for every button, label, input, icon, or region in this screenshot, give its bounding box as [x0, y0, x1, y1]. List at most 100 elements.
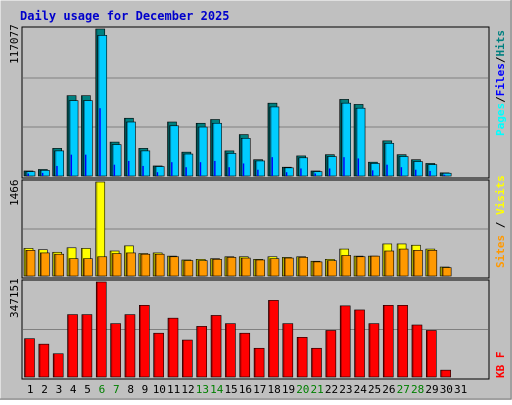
hits-bar-shadow [282, 167, 284, 176]
sites-bar-shadow [284, 258, 286, 276]
kbytes-bar-shadow [354, 309, 357, 377]
files-bar-shadow [327, 156, 329, 176]
visits-bar-shadow [411, 245, 414, 276]
hits-bar-shadow [224, 150, 227, 176]
legend-sites: Sites [494, 235, 507, 268]
files-bar-shadow [226, 153, 229, 176]
files-bar [269, 106, 280, 177]
hits-bar-shadow [368, 162, 370, 176]
kbytes-bar [210, 315, 222, 378]
files-bar [226, 153, 237, 177]
day-label: 6 [99, 383, 106, 396]
kbytes-bar-shadow [124, 314, 127, 377]
day-label: 3 [56, 383, 63, 396]
legend-files: Files [494, 63, 507, 96]
files-bar-shadow [97, 35, 100, 176]
visits-bar-shadow [124, 245, 127, 276]
kbytes-bar-shadow [383, 305, 385, 377]
files-bar-shadow [370, 163, 372, 176]
day-label: 9 [142, 383, 149, 396]
hits-bar-shadow [24, 170, 26, 176]
kbytes-bar [368, 323, 380, 378]
day-label: 12 [181, 383, 194, 396]
kbytes-bar-shadow [325, 330, 328, 377]
hits-bar-shadow [325, 154, 327, 176]
sites-bar-shadow [313, 261, 315, 276]
hits-bar-shadow [397, 154, 399, 176]
sites-bar [40, 252, 50, 277]
kbytes-bar-shadow [340, 305, 342, 377]
files-bar [126, 121, 136, 177]
visitors-panel: 1466 Sites / Visits [8, 175, 507, 279]
hits-bar-shadow [253, 159, 256, 176]
day-label: 8 [127, 383, 134, 396]
sites-bar-shadow [427, 250, 430, 276]
pages-bar [70, 154, 73, 176]
kbytes-bar-shadow [53, 353, 55, 377]
files-bar [283, 167, 294, 177]
files-bar [97, 35, 108, 177]
pages-bar [99, 108, 101, 176]
hits-bar-shadow [110, 142, 112, 176]
pages-bar [343, 157, 345, 176]
files-bar [140, 150, 151, 177]
sites-bar-shadow [140, 254, 143, 276]
day-label: 20 [296, 383, 309, 396]
kbytes-bar [311, 347, 322, 378]
sites-bar [427, 250, 438, 277]
files-bar [212, 122, 222, 177]
kbytes-bar-shadow [297, 337, 299, 377]
files-bar [298, 157, 308, 177]
sites-bar-shadow [126, 252, 129, 276]
kbytes-bar [139, 305, 150, 378]
sites-bar-shadow [413, 250, 416, 276]
kbytes-bar [425, 330, 437, 378]
traffic-legend: Pages/Files/Hits [494, 30, 507, 136]
pages-bar [156, 172, 159, 176]
sites-bar-shadow [112, 253, 114, 276]
day-label: 24 [354, 383, 368, 396]
sites-bar-shadow [399, 249, 401, 276]
hits-bar-shadow [267, 103, 270, 176]
sites-bar [398, 248, 409, 277]
day-label: 14 [210, 383, 224, 396]
pages-bar [443, 174, 446, 176]
kbytes-bar-shadow [426, 330, 428, 377]
files-bar [255, 160, 265, 177]
kbytes-bar [38, 343, 50, 378]
hits-bar-shadow [239, 134, 241, 176]
day-axis-labels: 1 2 3 4 5 6 7 8 9 10 11 12 13 14 15 16 17 18 19 20 21 22 23 24 2… [27, 383, 467, 396]
sites-bar-shadow [442, 267, 444, 276]
visits-bar-shadow [325, 259, 327, 276]
kbytes-bar [182, 339, 193, 378]
hits-bar-shadow [196, 123, 198, 176]
hits-bar-shadow [210, 119, 213, 176]
kbytes-bar [81, 314, 93, 378]
day-label: 30 [440, 383, 453, 396]
hits-bar-shadow [339, 99, 342, 176]
legend-sep-1: / [494, 96, 507, 103]
kbytes-bar-shadow [67, 314, 70, 377]
kbytes-bar [268, 300, 279, 378]
sites-bar-shadow [356, 256, 358, 276]
kbytes-bar [382, 305, 394, 378]
pages-bar [27, 173, 29, 176]
hits-bar-shadow [296, 155, 299, 176]
visits-bar-shadow [24, 248, 26, 276]
sites-bar [298, 257, 308, 277]
sites-bar-shadow [212, 259, 215, 276]
kbytes-bar-shadow [38, 344, 41, 377]
visits-bar-shadow [224, 256, 227, 276]
hits-bar-shadow [124, 118, 127, 176]
kbytes-bar [296, 337, 308, 378]
sites-bar [355, 256, 366, 277]
sites-bar [441, 267, 452, 277]
kbytes-bar [397, 305, 408, 378]
visits-bar-shadow [382, 243, 385, 276]
kbytes-bar [24, 338, 35, 378]
pages-bar [199, 162, 202, 176]
pages-bar [271, 157, 273, 176]
sites-bar-shadow [384, 250, 387, 276]
visits-bar-shadow [440, 267, 442, 276]
kbytes-bar [440, 369, 451, 378]
